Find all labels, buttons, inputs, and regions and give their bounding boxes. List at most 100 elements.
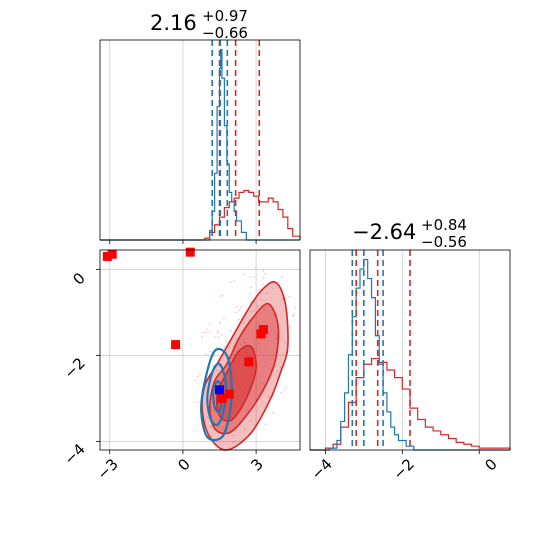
scatter-sample-point xyxy=(246,409,249,412)
scatter-sample-point xyxy=(232,434,235,437)
scatter-sample-point xyxy=(209,425,212,428)
scatter-sample-point xyxy=(232,280,235,283)
x-tick-label-param1-neg2: −2 xyxy=(389,455,417,483)
scatter-sample-point xyxy=(243,428,246,430)
x-tick-label-param0-0: 0 xyxy=(174,455,193,474)
scatter-sample-point xyxy=(272,287,275,290)
scatter-sample-point xyxy=(216,369,218,372)
title-param0-sub: −0.66 xyxy=(202,24,248,42)
scatter-sample-point xyxy=(261,283,264,286)
scatter-sample-point xyxy=(252,309,255,312)
scatter-sample-point xyxy=(215,346,218,349)
scatter-sample-point xyxy=(269,368,272,371)
scatter-sample-point xyxy=(248,276,251,279)
scatter-sample-point xyxy=(262,269,265,272)
scatter-sample-point xyxy=(238,318,240,321)
scatter-sample-point xyxy=(206,416,208,419)
scatter-sample-point xyxy=(243,341,246,344)
scatter-sample-point xyxy=(225,339,228,342)
scatter-sample-point xyxy=(253,336,256,339)
scatter-sample-point xyxy=(217,425,220,428)
scatter-sample-point xyxy=(276,370,279,373)
scatter-sample-point xyxy=(264,272,267,275)
histogram-param0-frame xyxy=(99,39,301,241)
scatter-sample-point xyxy=(220,333,223,336)
scatter-sample-point xyxy=(256,305,259,308)
scatter-sample-point xyxy=(288,350,291,353)
scatter-sample-point xyxy=(244,342,247,345)
scatter-sample-point xyxy=(285,297,288,300)
marker-red-square xyxy=(102,251,112,261)
scatter-sample-point xyxy=(252,276,255,278)
scatter-sample-point xyxy=(263,308,266,311)
scatter-sample-point xyxy=(284,387,287,390)
scatter-sample-point xyxy=(284,341,287,344)
contour-blue-level-2 xyxy=(206,362,228,427)
scatter-sample-point xyxy=(272,411,274,414)
scatter-sample-point xyxy=(240,344,243,346)
scatter-sample-point xyxy=(264,423,267,426)
y-tick-label-neg2: −2 xyxy=(60,354,88,382)
scatter-sample-point xyxy=(254,266,257,269)
scatter-sample-point xyxy=(235,306,238,308)
scatter-sample-point xyxy=(242,273,245,276)
scatter-sample-point xyxy=(289,325,291,328)
scatter-sample-point xyxy=(262,392,265,395)
scatter-sample-point xyxy=(268,324,271,327)
x-tick-label-param1-neg4: −4 xyxy=(307,455,335,483)
histogram-blue-series xyxy=(100,48,300,241)
marker-red-square xyxy=(217,393,227,403)
marker-red-square xyxy=(185,247,195,257)
scatter-sample-point xyxy=(276,336,279,339)
contour-blue-level-1 xyxy=(200,347,233,442)
histogram-red-series xyxy=(310,357,511,451)
scatter-sample-point xyxy=(257,289,260,292)
scatter-sample-point xyxy=(209,323,211,326)
scatter-sample-point xyxy=(228,346,230,348)
scatter-sample-point xyxy=(279,391,282,394)
x-tick-label-param1-0: 0 xyxy=(481,455,500,474)
scatter-sample-point xyxy=(293,312,296,315)
scatter-sample-point xyxy=(229,281,232,284)
scatter-sample-point xyxy=(288,295,291,298)
scatter-sample-point xyxy=(265,322,268,325)
scatter-sample-point xyxy=(279,365,282,368)
scatter-sample-point xyxy=(265,335,268,338)
scatter-contour-panel xyxy=(96,247,301,454)
y-tick-label-0: 0 xyxy=(69,269,88,288)
marker-red-square xyxy=(224,389,234,399)
title-param1-main: −2.64 xyxy=(352,220,416,244)
scatter-sample-point xyxy=(223,317,225,320)
scatter-sample-point xyxy=(223,346,226,349)
scatter-sample-point xyxy=(221,294,224,297)
x-tick-label-param0-neg3: −3 xyxy=(93,455,121,483)
scatter-sample-point xyxy=(268,333,270,335)
scatter-sample-point xyxy=(219,321,221,324)
scatter-sample-point xyxy=(261,299,263,301)
scatter-sample-point xyxy=(194,379,197,382)
scatter-sample-point xyxy=(242,321,245,324)
scatter-sample-point xyxy=(235,311,237,314)
x-tick-label-param0-3: 3 xyxy=(247,455,266,474)
scatter-sample-point xyxy=(230,330,233,333)
histogram-blue-series xyxy=(310,258,510,451)
scatter-sample-point xyxy=(213,336,216,339)
scatter-sample-point xyxy=(222,427,225,429)
marker-red-square xyxy=(107,249,117,259)
scatter-sample-point xyxy=(217,330,220,333)
scatter-sample-point xyxy=(234,337,237,340)
scatter-sample-point xyxy=(250,310,253,313)
scatter-sample-point xyxy=(212,355,215,358)
histogram-param0-panel xyxy=(99,39,301,244)
scatter-sample-point xyxy=(200,335,203,338)
scatter-sample-point xyxy=(249,301,252,304)
scatter-sample-point xyxy=(292,314,295,317)
marker-red-square xyxy=(171,340,181,350)
title-param1-sub: −0.56 xyxy=(421,233,467,251)
scatter-sample-point xyxy=(217,336,220,339)
marker-red-square xyxy=(256,329,266,339)
scatter-sample-point xyxy=(238,309,241,312)
scatter-sample-point xyxy=(250,286,253,289)
scatter-sample-point xyxy=(266,292,269,294)
scatter-sample-point xyxy=(232,441,235,444)
